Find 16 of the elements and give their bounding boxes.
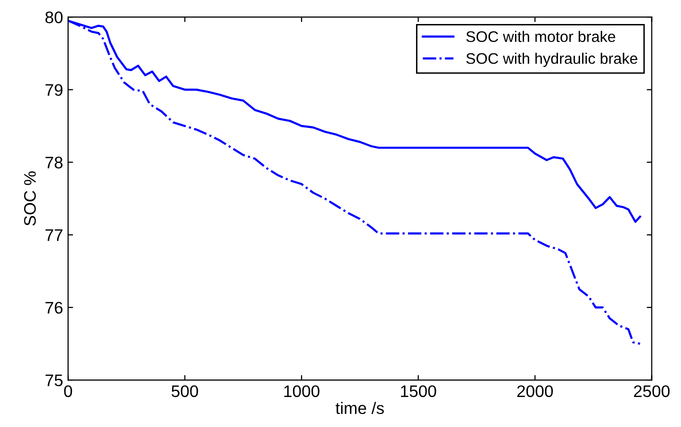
y-tick-label: 77 (46, 229, 62, 241)
x-axis-title: time /s (336, 402, 384, 414)
legend-label: SOC with motor brake (466, 30, 616, 42)
y-tick-label: 78 (46, 156, 63, 168)
y-tick-label: 80 (45, 11, 63, 24)
x-tick-label: 0 (64, 385, 72, 398)
legend-label: SOC with hydraulic brake (466, 52, 638, 67)
x-tick-label: 1000 (284, 385, 320, 398)
x-tick-label: 500 (172, 385, 198, 398)
y-tick-label: 75 (46, 374, 63, 386)
y-tick-label: 79 (46, 84, 62, 96)
x-tick-label: 2000 (517, 385, 553, 398)
x-tick-label: 2500 (634, 385, 670, 398)
y-axis-title: SOC % (24, 171, 36, 226)
y-tick-label: 76 (46, 302, 63, 314)
x-tick-label: 1500 (401, 385, 436, 398)
